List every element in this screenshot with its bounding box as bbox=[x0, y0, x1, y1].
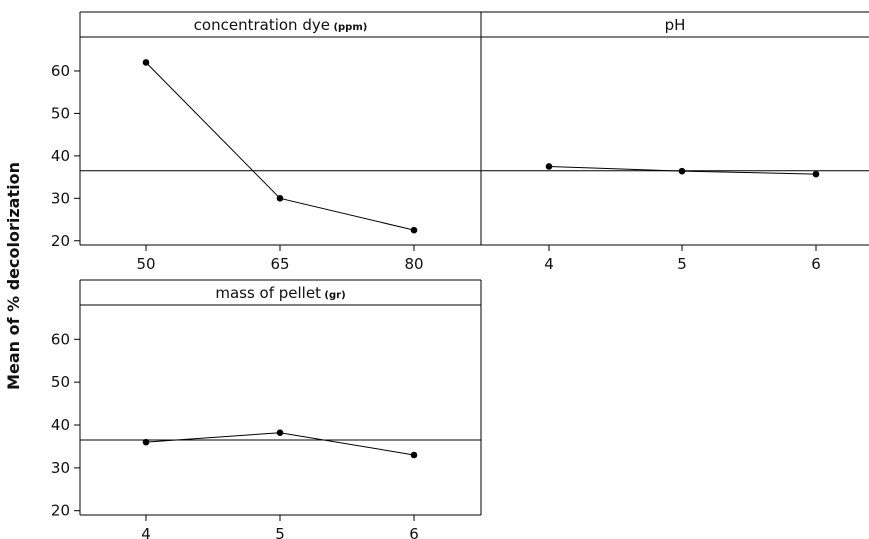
panel-1: concentration dye (ppm) 20 30 40 50 60 50 65 80 bbox=[51, 11, 482, 273]
panel-title-unit: (gr) bbox=[321, 290, 346, 301]
x-tick-label: 4 bbox=[544, 255, 554, 273]
data-point bbox=[410, 451, 418, 459]
panel-title: mass of pellet (gr) bbox=[215, 284, 345, 302]
y-tick-label: 50 bbox=[51, 104, 70, 122]
y-axis-label: Mean of % decolorization bbox=[4, 162, 23, 390]
y-tick-label: 40 bbox=[51, 416, 70, 434]
data-point bbox=[812, 170, 820, 178]
panel-title-text: pH bbox=[665, 16, 686, 34]
y-tick-label: 30 bbox=[51, 189, 70, 207]
x-tick-label: 5 bbox=[275, 525, 285, 539]
series-line bbox=[145, 432, 415, 456]
data-point bbox=[410, 226, 418, 234]
y-tick-label: 50 bbox=[51, 373, 70, 391]
panel-2: pH 4 5 6 bbox=[480, 11, 869, 273]
panel-3: mass of pellet (gr) 20 30 40 50 60 4 5 6 bbox=[51, 279, 482, 539]
y-tick-label: 60 bbox=[51, 330, 70, 348]
data-point bbox=[276, 195, 284, 202]
x-tick-label: 50 bbox=[136, 255, 155, 273]
panel-title: concentration dye (ppm) bbox=[194, 16, 368, 34]
x-tick-label: 6 bbox=[811, 255, 821, 273]
series-line bbox=[145, 62, 415, 231]
data-point bbox=[142, 59, 150, 66]
x-tick-label: 6 bbox=[409, 525, 419, 539]
y-tick-label: 20 bbox=[51, 232, 70, 250]
y-tick-label: 60 bbox=[51, 62, 70, 80]
panel-title-text: mass of pellet bbox=[215, 284, 321, 302]
x-tick-label: 80 bbox=[404, 255, 423, 273]
data-point bbox=[142, 438, 150, 446]
x-tick-label: 4 bbox=[141, 525, 151, 539]
y-tick-label: 20 bbox=[51, 502, 70, 520]
data-point bbox=[276, 429, 284, 437]
panel-title-text: concentration dye bbox=[194, 16, 330, 34]
data-point bbox=[545, 163, 553, 170]
y-tick-label: 30 bbox=[51, 459, 70, 477]
x-tick-label: 65 bbox=[270, 255, 289, 273]
panel-title-unit: (ppm) bbox=[330, 22, 367, 33]
data-point bbox=[678, 167, 686, 175]
x-tick-label: 5 bbox=[677, 255, 687, 273]
panel-title: pH bbox=[665, 16, 686, 34]
y-tick-label: 40 bbox=[51, 147, 70, 165]
